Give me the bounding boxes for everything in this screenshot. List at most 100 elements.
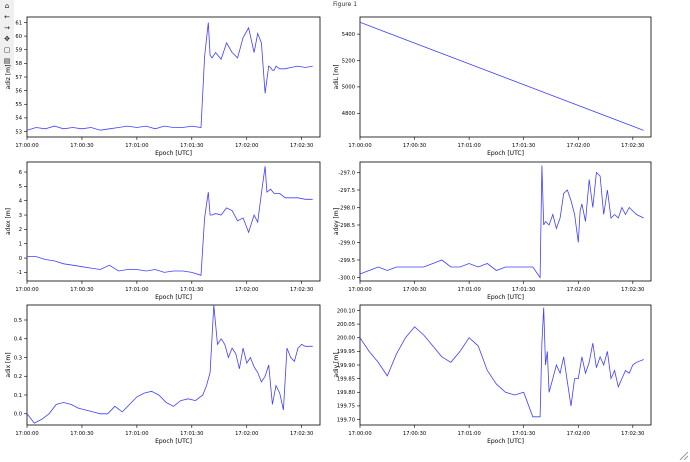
y-axis-label: adex [m]: [5, 208, 12, 235]
y-tick-label: 5200: [342, 58, 355, 64]
y-tick-label: 0.0: [14, 412, 22, 418]
y-tick-label: 0.5: [14, 318, 22, 324]
x-tick-label: 17:00:00: [15, 143, 38, 149]
y-tick-label: 200.10: [337, 308, 355, 314]
x-tick-label: 17:01:00: [457, 143, 480, 149]
x-tick-label: 17:02:30: [290, 287, 313, 293]
series-line: [359, 307, 644, 418]
y-tick-label: 5400: [342, 32, 355, 38]
x-tick-label: 17:00:30: [403, 143, 426, 149]
x-tick-label: 17:02:30: [290, 143, 313, 149]
x-tick-label: 17:00:30: [70, 287, 93, 293]
x-tick-label: 17:01:30: [512, 287, 535, 293]
save-icon[interactable]: ▤: [3, 57, 11, 65]
y-tick-label: -298.0: [338, 205, 355, 211]
y-tick-label: 0.4: [14, 337, 23, 343]
y-tick-label: 0.1: [14, 393, 22, 399]
x-tick-label: 17:02:30: [621, 143, 644, 149]
x-tick-label: 17:00:00: [348, 431, 371, 437]
x-tick-label: 17:00:00: [348, 143, 371, 149]
y-tick-label: -297.5: [338, 188, 355, 194]
x-tick-label: 17:00:00: [348, 287, 371, 293]
plot-frame: [26, 161, 321, 282]
zoom-icon[interactable]: ▢: [3, 46, 11, 54]
x-tick-label: 17:01:30: [180, 287, 203, 293]
x-tick-label: 17:02:00: [235, 287, 258, 293]
x-tick-label: 17:02:00: [567, 287, 590, 293]
y-tick-label: -300.0: [338, 275, 355, 281]
back-icon[interactable]: ←: [4, 13, 10, 21]
x-tick-label: 17:00:30: [70, 431, 93, 437]
y-tick-label: 200.05: [337, 322, 355, 328]
x-axis-label: Epoch [UTC]: [155, 438, 192, 445]
y-axis-label: adiy [m]: [333, 352, 340, 377]
y-tick-label: 54: [15, 116, 22, 122]
x-tick-label: 17:01:30: [180, 431, 203, 437]
y-tick-label: 0.2: [14, 374, 22, 380]
x-tick-label: 17:02:00: [567, 143, 590, 149]
y-tick-label: -297.0: [338, 170, 355, 176]
x-tick-label: 17:00:30: [403, 431, 426, 437]
x-axis-label: Epoch [UTC]: [487, 294, 524, 301]
y-tick-label: 200.00: [337, 336, 355, 342]
y-tick-label: 61: [15, 20, 22, 26]
window-title: Figure 1: [332, 1, 358, 8]
y-tick-label: 56: [15, 88, 22, 94]
y-tick-label: -299.0: [338, 240, 355, 246]
series-line: [359, 165, 644, 279]
x-tick-label: 17:01:00: [457, 287, 480, 293]
y-tick-label: 6: [19, 170, 22, 176]
series-line: [26, 22, 313, 131]
y-tick-label: 199.80: [337, 390, 355, 396]
y-tick-label: -298.5: [338, 223, 355, 229]
x-tick-label: 17:00:30: [70, 143, 93, 149]
y-tick-label: 57: [15, 75, 22, 81]
plot-frame: [26, 16, 321, 138]
home-icon[interactable]: ⌂: [4, 2, 10, 10]
y-tick-label: 199.75: [337, 404, 355, 410]
x-tick-label: 17:01:30: [512, 431, 535, 437]
y-tick-label: 199.90: [337, 363, 355, 369]
x-tick-label: 17:00:30: [403, 287, 426, 293]
series-line: [27, 166, 313, 276]
y-tick-label: -299.5: [338, 258, 355, 264]
y-tick-label: 53: [15, 129, 22, 135]
plot-frame: [359, 161, 652, 282]
series-line: [359, 21, 644, 131]
y-tick-label: 58: [15, 61, 22, 67]
resize-grip-icon[interactable]: [678, 450, 688, 460]
x-axis-label: Epoch [UTC]: [487, 150, 524, 157]
y-tick-label: 4800: [342, 111, 355, 117]
y-axis-label: adiz [m]: [5, 65, 12, 90]
y-tick-label: 2: [19, 227, 22, 233]
plot-frame: [26, 304, 321, 426]
pan-icon[interactable]: ✥: [4, 35, 10, 43]
y-tick-label: -1: [17, 270, 22, 276]
y-tick-label: 199.95: [337, 349, 355, 355]
x-axis-label: Epoch [UTC]: [155, 294, 192, 301]
x-tick-label: 17:00:00: [15, 287, 38, 293]
x-tick-label: 17:02:00: [567, 431, 590, 437]
x-axis-label: Epoch [UTC]: [155, 150, 192, 157]
x-axis-label: Epoch [UTC]: [487, 438, 524, 445]
x-tick-label: 17:01:00: [457, 431, 480, 437]
plot-frame: [359, 16, 652, 138]
y-tick-label: 199.85: [337, 376, 355, 382]
x-tick-label: 17:02:00: [235, 431, 258, 437]
y-axis-label: adey [m]: [333, 208, 340, 235]
x-tick-label: 17:02:30: [621, 431, 644, 437]
y-axis-label: adix [m]: [5, 352, 12, 377]
x-tick-label: 17:02:30: [290, 431, 313, 437]
y-tick-label: 55: [15, 102, 22, 108]
x-tick-label: 17:01:30: [180, 143, 203, 149]
y-tick-label: 199.70: [337, 417, 355, 423]
x-tick-label: 17:01:00: [125, 287, 148, 293]
x-tick-label: 17:02:30: [621, 287, 644, 293]
forward-icon[interactable]: →: [4, 24, 10, 32]
y-tick-label: 4: [19, 199, 23, 205]
y-tick-label: 0.3: [14, 355, 22, 361]
figure-toolbar: [0, 0, 14, 70]
x-tick-label: 17:01:30: [512, 143, 535, 149]
y-tick-label: 5: [19, 184, 22, 190]
